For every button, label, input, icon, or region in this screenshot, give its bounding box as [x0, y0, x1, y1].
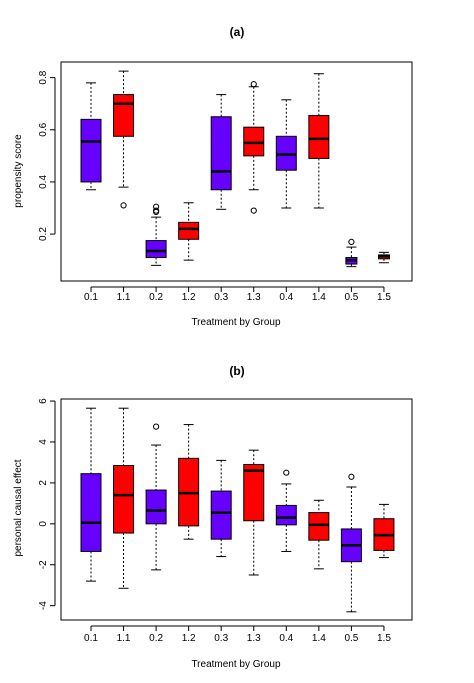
iqr-box: [210, 490, 232, 540]
y-tick-label: 0.8: [38, 70, 49, 84]
panel-a: (a) 0.2 0.4 0.6 0.8 0.1 1.1 0.2 1.2 0.3 1.3 0.4 1.…: [13, 25, 413, 328]
y-tick-label: 4: [38, 439, 49, 445]
box-1.5: [373, 503, 395, 559]
y-tick-label: 0.2: [38, 227, 49, 241]
x-axis-label: Treatment by Group: [191, 659, 281, 670]
x-axis: 0.1 1.1 0.2 1.2 0.3 1.3 0.4 1.4 0.5 1.5: [84, 286, 391, 303]
iqr-box: [308, 114, 330, 159]
box-1.2: [178, 424, 200, 540]
y-axis: 0.2 0.4 0.6 0.8: [38, 70, 56, 241]
y-tick-label: -2: [38, 560, 49, 569]
x-tick-label: 0.5: [344, 633, 358, 644]
iqr-box: [145, 489, 167, 525]
box-1.4: [308, 499, 330, 570]
x-axis: 0.1 1.1 0.2 1.2 0.3 1.3 0.4 1.4 0.5 1.5: [84, 625, 391, 644]
x-tick-label: 0.4: [279, 633, 293, 644]
chart-title: (b): [229, 364, 244, 378]
x-axis-label: Treatment by Group: [191, 317, 281, 328]
box-0.4: [275, 469, 297, 552]
box-0.1: [80, 407, 102, 582]
outlier-point: [153, 207, 160, 214]
x-tick-label: 1.1: [117, 292, 131, 303]
box-1.1: [113, 70, 135, 209]
x-tick-label: 1.4: [312, 292, 326, 303]
y-tick-label: 0.6: [38, 122, 49, 136]
x-tick-label: 0.3: [214, 633, 228, 644]
box-0.1: [80, 82, 102, 191]
y-tick-label: 0.4: [38, 175, 49, 189]
x-tick-label: 0.2: [149, 292, 163, 303]
x-tick-label: 1.2: [182, 292, 196, 303]
x-tick-label: 0.2: [149, 633, 163, 644]
box-1.3: [243, 449, 265, 576]
x-tick-label: 1.2: [182, 633, 196, 644]
y-axis-label: propensity score: [13, 134, 24, 208]
outlier-point: [250, 81, 257, 88]
iqr-box: [145, 240, 167, 259]
y-axis-label: personal causal effect: [13, 459, 24, 556]
boxes: [80, 70, 390, 268]
panel-b: (b) -4 -2 0 2 4 6 0.1 1.1 0.2 1.2 0.3 1.3 0.4 1.4 0.5…: [13, 364, 413, 670]
box-1.4: [308, 73, 330, 209]
x-tick-label: 0.1: [84, 292, 98, 303]
outlier-point: [153, 203, 160, 210]
iqr-box: [243, 126, 265, 157]
box-0.2: [145, 423, 167, 571]
box-0.3: [210, 94, 232, 210]
y-tick-label: -4: [38, 601, 49, 610]
iqr-box: [178, 221, 200, 240]
x-tick-label: 1.5: [377, 633, 391, 644]
x-tick-label: 1.4: [312, 633, 326, 644]
outlier-point: [120, 202, 127, 209]
box-1.2: [178, 202, 200, 261]
y-axis: -4 -2 0 2 4 6: [38, 398, 56, 610]
box-1.1: [113, 407, 135, 589]
x-tick-label: 0.3: [214, 292, 228, 303]
iqr-box: [275, 135, 297, 171]
outlier-point: [250, 207, 257, 214]
iqr-box: [113, 94, 135, 137]
y-tick-label: 0: [38, 521, 49, 527]
iqr-box: [113, 465, 135, 534]
iqr-box: [243, 463, 265, 522]
x-tick-label: 0.5: [344, 292, 358, 303]
box-0.2: [145, 203, 167, 266]
y-tick-label: 6: [38, 398, 49, 404]
x-tick-label: 0.1: [84, 633, 98, 644]
y-tick-label: 2: [38, 480, 49, 486]
box-0.3: [210, 459, 232, 558]
x-tick-label: 1.5: [377, 292, 391, 303]
x-tick-label: 0.4: [279, 292, 293, 303]
outlier-point: [348, 238, 355, 245]
chart-title: (a): [230, 25, 245, 39]
outlier-point: [283, 469, 290, 476]
box-0.4: [275, 99, 297, 209]
iqr-box: [275, 504, 297, 526]
box-1.3: [243, 81, 265, 214]
iqr-box: [80, 118, 102, 183]
box-1.5: [377, 251, 390, 264]
plot-frame: [60, 61, 413, 282]
x-tick-label: 1.3: [247, 633, 261, 644]
plot-frame: [60, 398, 413, 621]
box-0.5: [345, 238, 358, 268]
iqr-box: [210, 116, 232, 191]
outlier-point: [348, 473, 355, 480]
boxes: [80, 407, 395, 613]
outlier-point: [153, 423, 160, 430]
iqr-box: [80, 473, 102, 552]
x-tick-label: 1.3: [247, 292, 261, 303]
iqr-box: [308, 512, 330, 541]
x-tick-label: 1.1: [117, 633, 131, 644]
box-0.5: [340, 473, 362, 613]
